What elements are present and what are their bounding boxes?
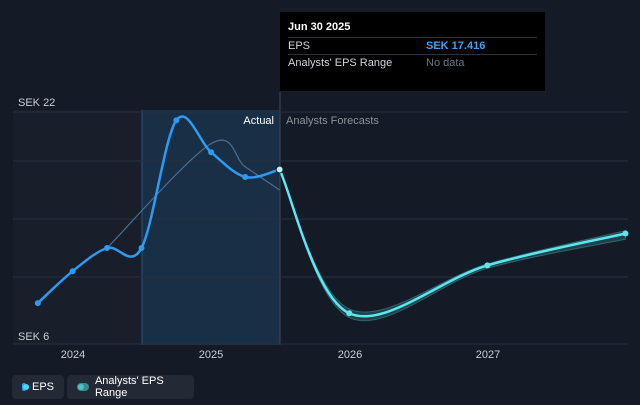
forecast-point-2027-12-31[interactable] — [622, 230, 629, 237]
forecast-point-2025-12-31[interactable] — [346, 310, 353, 317]
forecast-label: Analysts Forecasts — [286, 115, 379, 127]
x-tick-2025: 2025 — [199, 349, 223, 361]
eps-point-2023-12-31[interactable] — [69, 268, 76, 275]
highlight-band — [142, 110, 280, 345]
legend-eps[interactable]: EPS — [12, 375, 64, 399]
eps-point-2025-06-30[interactable] — [275, 165, 284, 174]
forecast-point-2026-12-31[interactable] — [484, 262, 491, 269]
x-tick-2027: 2027 — [476, 349, 500, 361]
tooltip-range-value: No data — [426, 57, 465, 69]
eps-point-2024-09-30[interactable] — [173, 117, 180, 124]
eps-legend-swatch-icon — [22, 383, 26, 391]
eps-points — [34, 117, 284, 307]
range-legend-swatch-icon — [77, 383, 89, 391]
eps-point-2025-03-31[interactable] — [242, 173, 249, 180]
actual-label: Actual — [243, 115, 274, 127]
y-axis-label-top: SEK 22 — [18, 97, 55, 109]
eps-point-2023-09-30[interactable] — [34, 300, 41, 307]
eps-tooltip: Jun 30 2025 EPS SEK 17.416 Analysts' EPS… — [280, 12, 545, 91]
x-tick-2024: 2024 — [61, 349, 85, 361]
gridlines — [13, 111, 628, 345]
x-axis-ticks: 2024 2025 2026 2027 — [61, 349, 500, 361]
legend-eps-label: EPS — [31, 381, 54, 393]
tooltip-eps-label: EPS — [288, 40, 311, 52]
tooltip-date: Jun 30 2025 — [288, 17, 537, 38]
legend-analyst-range[interactable]: Analysts' EPS Range — [67, 375, 194, 399]
eps-forecast-line — [278, 168, 626, 318]
tooltip-row-range: Analysts' EPS Range No data — [288, 55, 537, 71]
eps-point-2024-12-31[interactable] — [208, 149, 215, 156]
analyst-range-area — [279, 169, 626, 322]
legend-range-label: Analysts' EPS Range — [94, 375, 164, 399]
eps-point-2024-06-30[interactable] — [138, 245, 145, 251]
y-axis-label-bottom: SEK 6 — [18, 331, 49, 343]
analyst-range-band — [279, 169, 626, 322]
tooltip-eps-value: SEK 17.416 — [426, 40, 486, 52]
tooltip-row-eps: EPS SEK 17.416 — [288, 38, 537, 55]
eps-line — [36, 115, 280, 305]
forecast-points — [346, 230, 629, 317]
x-tick-2026: 2026 — [338, 349, 362, 361]
tooltip-range-label: Analysts' EPS Range — [288, 57, 393, 69]
eps-point-2024-03-31[interactable] — [104, 245, 111, 251]
